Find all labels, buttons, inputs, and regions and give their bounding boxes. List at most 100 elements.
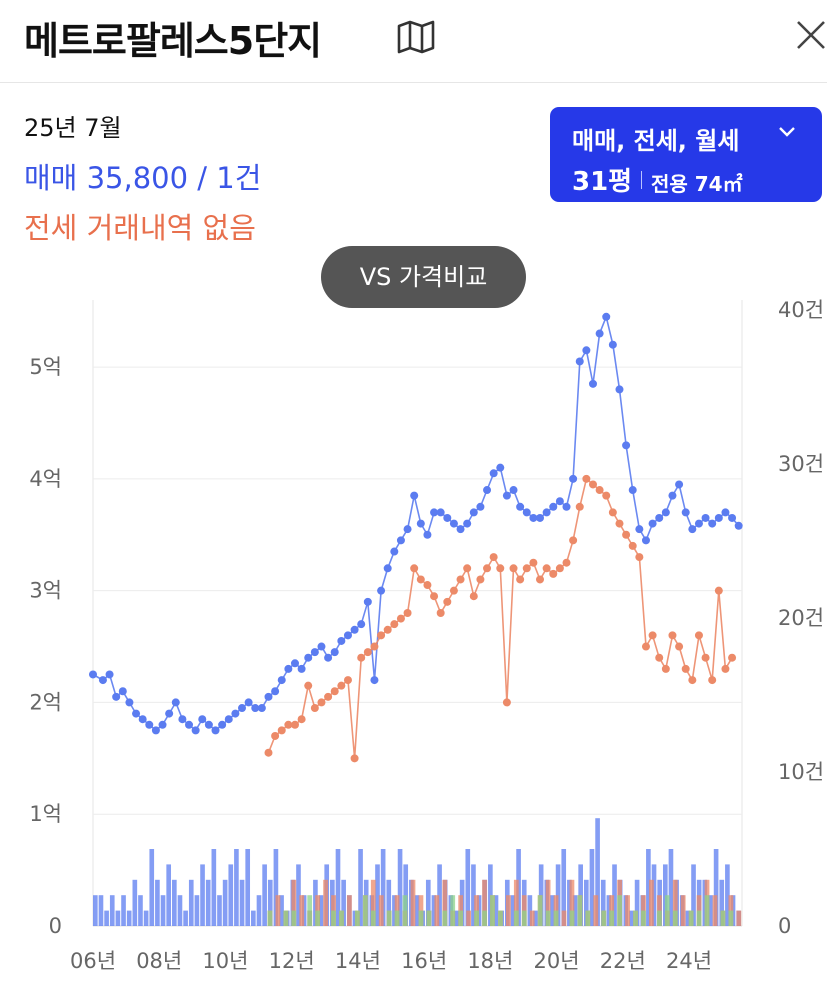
sale-price-point <box>694 519 703 528</box>
sale-price-point <box>562 502 571 511</box>
jeonse-price-line <box>267 477 733 759</box>
x-tick-label: 22년 <box>600 949 646 973</box>
monthly-volume-bar <box>402 895 408 926</box>
sale-volume-bar <box>104 910 109 926</box>
sale-price-point <box>708 519 717 528</box>
monthly-volume-bar <box>617 895 623 926</box>
sale-volume-bar <box>550 895 555 926</box>
jeonse-price-point <box>496 564 505 573</box>
vs-compare-button[interactable]: VS 가격비교 <box>321 246 526 308</box>
jeonse-price-point <box>602 491 611 500</box>
sale-price-point <box>89 670 97 679</box>
sale-volume-bar <box>267 879 273 926</box>
jeonse-price-point <box>655 653 664 662</box>
jeonse-price-point <box>443 597 452 606</box>
sale-volume-bar <box>115 910 121 926</box>
sale-volume-bar <box>172 879 177 926</box>
jeonse-volume-bar <box>672 879 678 926</box>
size-divider <box>641 171 642 189</box>
sale-volume-bar <box>341 879 346 926</box>
sale-price-point <box>456 525 465 534</box>
sale-price-point <box>98 676 107 685</box>
sale-volume-bar <box>380 849 386 926</box>
trade-type-selector[interactable]: 매매, 전세, 월세 31평 전용 74㎡ <box>550 107 822 202</box>
sale-volume-bar <box>155 879 160 926</box>
sale-price-point <box>430 508 439 517</box>
sale-price-point <box>251 704 260 713</box>
jeonse-price-point <box>370 642 379 651</box>
y-right-tick-label: 20건 <box>778 606 824 630</box>
sale-price-point <box>615 385 624 394</box>
sale-price-point <box>701 513 710 522</box>
jeonse-price-point <box>423 581 432 590</box>
x-tick-label: 18년 <box>467 949 513 973</box>
x-tick-label: 06년 <box>70 949 116 973</box>
monthly-volume-bar <box>354 910 360 926</box>
sale-price-point <box>158 720 167 729</box>
jeonse-price-point <box>383 625 392 634</box>
sale-volume-bar <box>471 864 476 926</box>
jeonse-price-point <box>277 726 286 735</box>
monthly-volume-bar <box>609 910 615 926</box>
monthly-volume-bar <box>370 910 376 926</box>
jeonse-price-point <box>648 631 657 640</box>
sale-volume-bar <box>121 895 126 926</box>
jeonse-price-point <box>622 530 631 539</box>
monthly-volume-bar <box>521 910 527 926</box>
sale-volume-bar <box>126 910 132 926</box>
jeonse-price-point <box>708 676 717 685</box>
sale-price-point <box>549 502 558 511</box>
sale-volume-bar <box>138 895 143 926</box>
sale-price-point <box>714 513 723 522</box>
y-left-tick-label: 2억 <box>29 690 62 714</box>
jeonse-price-point <box>350 754 359 763</box>
jeonse-price-point <box>403 609 412 617</box>
sale-price-point <box>516 502 525 511</box>
sale-price-point <box>542 508 551 517</box>
sale-volume-bar <box>510 895 516 926</box>
sale-price-point <box>608 340 617 349</box>
sale-volume-bar <box>685 910 691 926</box>
sale-price-line <box>92 314 740 732</box>
sale-price-point <box>469 508 478 517</box>
monthly-volume-bar <box>458 910 464 926</box>
sale-price-point <box>529 513 538 522</box>
monthly-volume-bar <box>585 910 591 926</box>
sale-volume-bar <box>183 910 188 926</box>
sale-price-point <box>688 525 697 534</box>
sale-price-point <box>297 664 306 673</box>
jeonse-price-point <box>271 731 280 740</box>
close-icon[interactable] <box>790 14 827 54</box>
sale-price-point <box>112 692 121 701</box>
y-right-tick-label: 10건 <box>778 760 824 784</box>
price-chart: 0 1억 2억 3억 4억 5억 0 10건 20건 30건 40건 06년 08년 10년 12년 14년 1… <box>29 298 824 973</box>
sale-volume-bar <box>256 895 262 926</box>
monthly-volume-bar <box>537 895 543 926</box>
x-tick-label: 16년 <box>401 949 447 973</box>
sale-price-point <box>284 664 293 673</box>
monthly-volume-bar <box>307 895 313 926</box>
jeonse-price-point <box>390 620 399 629</box>
map-icon[interactable] <box>396 20 436 54</box>
sale-price-point <box>370 676 379 685</box>
sale-price-point <box>390 547 399 556</box>
sale-volume-bar <box>273 849 279 926</box>
jeonse-price-point <box>569 536 578 545</box>
jeonse-price-point <box>728 653 737 662</box>
sale-volume-bar <box>194 895 200 926</box>
sale-price-point <box>675 480 684 489</box>
jeonse-volume-bar <box>736 910 742 926</box>
monthly-volume-bar <box>474 910 479 926</box>
sale-volume-bar <box>561 849 567 926</box>
sale-price-point <box>502 491 511 500</box>
monthly-volume-bar <box>267 910 273 926</box>
sale-volume-bar <box>431 895 437 926</box>
monthly-volume-bar <box>672 910 678 926</box>
sale-price-point <box>734 521 743 530</box>
jeonse-volume-bar <box>466 910 472 926</box>
jeonse-volume-bar <box>513 879 519 926</box>
monthly-volume-bar <box>394 910 400 926</box>
jeonse-price-point <box>476 575 485 584</box>
sale-volume-bar <box>239 879 245 926</box>
sale-price-point <box>721 508 730 517</box>
